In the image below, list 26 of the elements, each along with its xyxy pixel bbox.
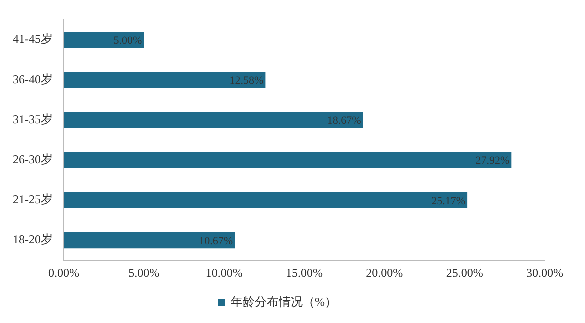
data-label: 27.92% [476, 155, 510, 168]
y-tick-label: 41-45岁 [12, 32, 53, 46]
x-tick-label: 20.00% [366, 266, 404, 280]
y-tick-label: 26-30岁 [12, 152, 53, 167]
bar [64, 72, 266, 88]
bar [64, 192, 468, 208]
data-label: 10.67% [199, 235, 234, 248]
bar [64, 232, 236, 249]
bar [64, 32, 144, 48]
x-tick-label: 5.00% [128, 266, 160, 280]
y-tick-label: 31-35岁 [12, 112, 53, 126]
data-label: 25.17% [432, 195, 466, 208]
data-label: 18.67% [327, 115, 362, 128]
x-tick-label: 30.00% [526, 266, 564, 280]
x-tick-label: 25.00% [446, 266, 484, 280]
y-tick-label: 36-40岁 [12, 72, 53, 86]
x-tick-label: 15.00% [286, 266, 323, 280]
data-label: 12.58% [230, 75, 264, 88]
x-tick-label: 10.00% [206, 266, 243, 280]
x-tick-label: 0.00% [48, 266, 80, 280]
bar [64, 112, 364, 128]
legend-label: 年龄分布情况（%） [231, 295, 337, 310]
y-tick-label: 21-25岁 [12, 192, 53, 207]
y-tick-label: 18-20岁 [12, 232, 53, 247]
bar [64, 152, 512, 168]
data-label: 5.00% [114, 34, 142, 47]
